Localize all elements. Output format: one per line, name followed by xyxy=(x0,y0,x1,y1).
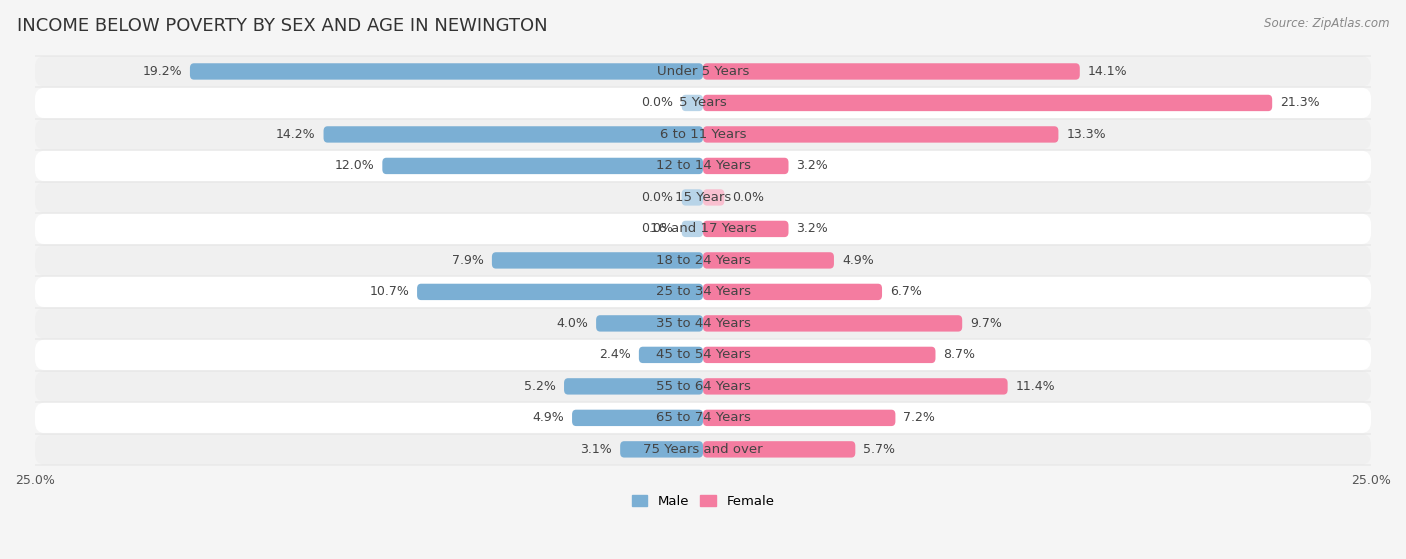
FancyBboxPatch shape xyxy=(703,378,1008,395)
FancyBboxPatch shape xyxy=(35,119,1371,150)
FancyBboxPatch shape xyxy=(703,347,935,363)
Text: 45 to 54 Years: 45 to 54 Years xyxy=(655,348,751,361)
FancyBboxPatch shape xyxy=(564,378,703,395)
Text: 15 Years: 15 Years xyxy=(675,191,731,204)
FancyBboxPatch shape xyxy=(703,252,834,268)
Text: 9.7%: 9.7% xyxy=(970,317,1002,330)
Text: 4.9%: 4.9% xyxy=(533,411,564,424)
FancyBboxPatch shape xyxy=(703,158,789,174)
FancyBboxPatch shape xyxy=(703,284,882,300)
FancyBboxPatch shape xyxy=(35,340,1371,370)
Text: 0.0%: 0.0% xyxy=(641,191,673,204)
Text: 13.3%: 13.3% xyxy=(1066,128,1107,141)
Legend: Male, Female: Male, Female xyxy=(626,490,780,514)
Text: 3.2%: 3.2% xyxy=(797,159,828,172)
FancyBboxPatch shape xyxy=(35,371,1371,401)
Text: 14.2%: 14.2% xyxy=(276,128,315,141)
FancyBboxPatch shape xyxy=(35,403,1371,433)
Text: 0.0%: 0.0% xyxy=(733,191,765,204)
FancyBboxPatch shape xyxy=(620,441,703,458)
Text: 8.7%: 8.7% xyxy=(943,348,976,361)
FancyBboxPatch shape xyxy=(190,63,703,79)
FancyBboxPatch shape xyxy=(35,56,1371,87)
Text: 6 to 11 Years: 6 to 11 Years xyxy=(659,128,747,141)
Text: INCOME BELOW POVERTY BY SEX AND AGE IN NEWINGTON: INCOME BELOW POVERTY BY SEX AND AGE IN N… xyxy=(17,17,547,35)
FancyBboxPatch shape xyxy=(323,126,703,143)
Text: 5.2%: 5.2% xyxy=(524,380,555,393)
Text: 35 to 44 Years: 35 to 44 Years xyxy=(655,317,751,330)
Text: 7.2%: 7.2% xyxy=(904,411,935,424)
FancyBboxPatch shape xyxy=(596,315,703,331)
Text: 11.4%: 11.4% xyxy=(1015,380,1056,393)
FancyBboxPatch shape xyxy=(35,308,1371,339)
FancyBboxPatch shape xyxy=(703,190,724,206)
Text: 12.0%: 12.0% xyxy=(335,159,374,172)
FancyBboxPatch shape xyxy=(682,95,703,111)
Text: 10.7%: 10.7% xyxy=(370,286,409,299)
Text: 5.7%: 5.7% xyxy=(863,443,896,456)
FancyBboxPatch shape xyxy=(492,252,703,268)
Text: 0.0%: 0.0% xyxy=(641,222,673,235)
FancyBboxPatch shape xyxy=(35,434,1371,465)
FancyBboxPatch shape xyxy=(35,214,1371,244)
FancyBboxPatch shape xyxy=(35,88,1371,118)
Text: 12 to 14 Years: 12 to 14 Years xyxy=(655,159,751,172)
Text: 2.4%: 2.4% xyxy=(599,348,631,361)
Text: 25 to 34 Years: 25 to 34 Years xyxy=(655,286,751,299)
FancyBboxPatch shape xyxy=(638,347,703,363)
Text: 3.2%: 3.2% xyxy=(797,222,828,235)
FancyBboxPatch shape xyxy=(572,410,703,426)
Text: 75 Years and over: 75 Years and over xyxy=(643,443,763,456)
FancyBboxPatch shape xyxy=(418,284,703,300)
Text: 6.7%: 6.7% xyxy=(890,286,922,299)
Text: 0.0%: 0.0% xyxy=(641,97,673,110)
FancyBboxPatch shape xyxy=(703,315,962,331)
FancyBboxPatch shape xyxy=(682,190,703,206)
Text: 65 to 74 Years: 65 to 74 Years xyxy=(655,411,751,424)
Text: 16 and 17 Years: 16 and 17 Years xyxy=(650,222,756,235)
Text: Source: ZipAtlas.com: Source: ZipAtlas.com xyxy=(1264,17,1389,30)
FancyBboxPatch shape xyxy=(703,126,1059,143)
FancyBboxPatch shape xyxy=(703,63,1080,79)
FancyBboxPatch shape xyxy=(35,245,1371,276)
Text: 18 to 24 Years: 18 to 24 Years xyxy=(655,254,751,267)
FancyBboxPatch shape xyxy=(703,441,855,458)
Text: 55 to 64 Years: 55 to 64 Years xyxy=(655,380,751,393)
Text: 5 Years: 5 Years xyxy=(679,97,727,110)
FancyBboxPatch shape xyxy=(382,158,703,174)
FancyBboxPatch shape xyxy=(703,221,789,237)
Text: Under 5 Years: Under 5 Years xyxy=(657,65,749,78)
FancyBboxPatch shape xyxy=(703,95,1272,111)
Text: 14.1%: 14.1% xyxy=(1088,65,1128,78)
Text: 21.3%: 21.3% xyxy=(1281,97,1320,110)
FancyBboxPatch shape xyxy=(35,277,1371,307)
FancyBboxPatch shape xyxy=(703,410,896,426)
Text: 4.9%: 4.9% xyxy=(842,254,873,267)
FancyBboxPatch shape xyxy=(35,182,1371,212)
FancyBboxPatch shape xyxy=(35,151,1371,181)
Text: 4.0%: 4.0% xyxy=(557,317,588,330)
Text: 3.1%: 3.1% xyxy=(581,443,612,456)
Text: 7.9%: 7.9% xyxy=(451,254,484,267)
FancyBboxPatch shape xyxy=(682,221,703,237)
Text: 19.2%: 19.2% xyxy=(142,65,181,78)
